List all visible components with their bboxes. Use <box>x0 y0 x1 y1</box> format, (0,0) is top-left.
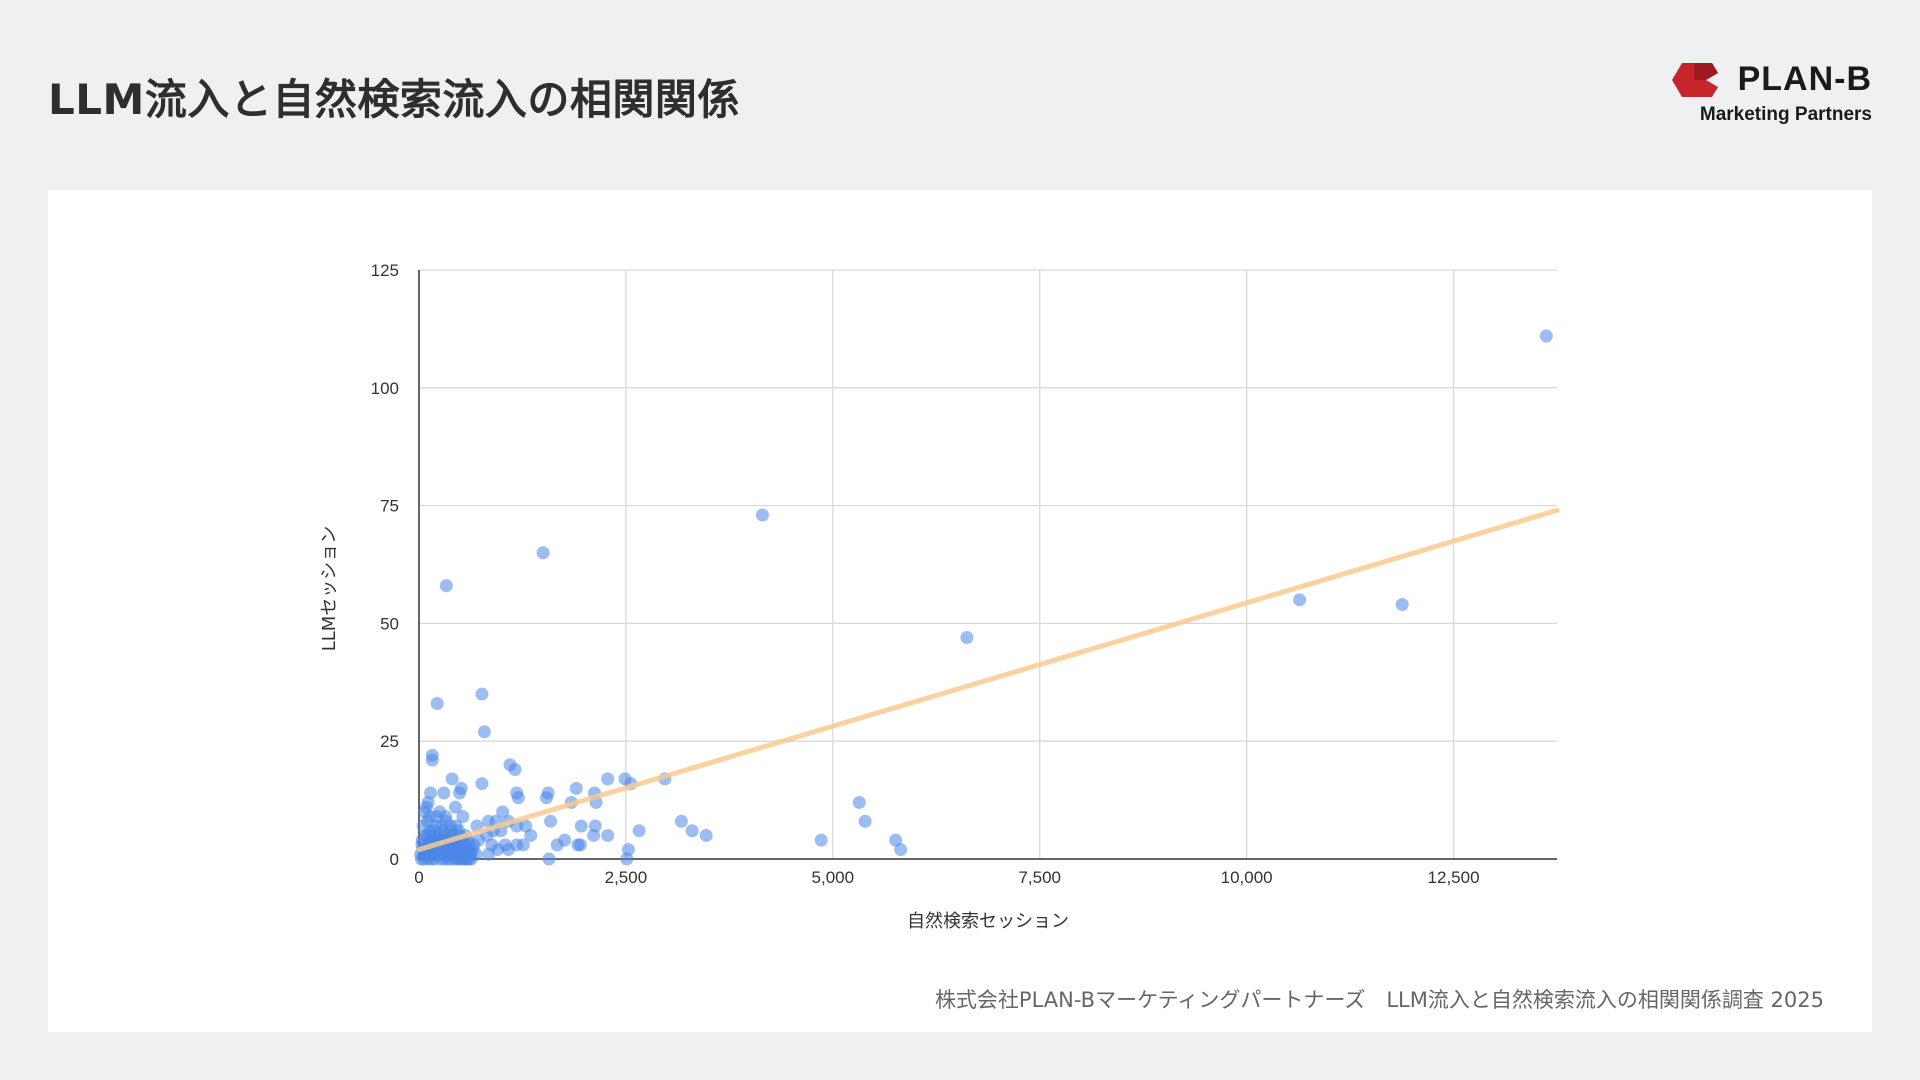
data-point <box>601 772 615 786</box>
data-point <box>453 786 467 800</box>
scatter-chart: 0 25 50 75 100 125 0 2,500 5,000 7,500 10,000 12,50… <box>319 261 1560 932</box>
brand-tagline: Marketing Partners <box>1699 104 1872 125</box>
data-point <box>496 805 510 819</box>
y-axis-title: LLMセッション <box>319 526 340 652</box>
data-point <box>477 725 491 739</box>
data-point <box>1539 329 1553 343</box>
data-point <box>475 777 489 791</box>
x-tick-label: 5,000 <box>812 868 855 887</box>
x-tick-label: 2,500 <box>605 868 648 887</box>
data-point <box>425 753 439 767</box>
brand-name: PLAN-B <box>1737 60 1872 98</box>
data-point <box>511 791 525 805</box>
data-point <box>755 508 769 522</box>
data-point <box>544 814 558 828</box>
x-tick-label: 0 <box>414 868 423 887</box>
brand-logo: PLAN-B Marketing Partners <box>1672 60 1872 132</box>
brand-mark-icon <box>1672 63 1718 97</box>
data-point <box>539 791 553 805</box>
y-tick-label: 0 <box>390 850 399 869</box>
data-point <box>674 814 688 828</box>
data-point <box>601 828 615 842</box>
data-point <box>685 824 699 838</box>
x-axis-title: 自然検索セッション <box>907 911 1069 932</box>
data-point <box>445 772 459 786</box>
page-title: LLM流入と自然検索流入の相関関係 <box>48 75 740 124</box>
data-point <box>508 762 522 776</box>
data-point <box>550 838 564 852</box>
data-point <box>453 852 467 866</box>
x-tick-label: 12,500 <box>1428 868 1480 887</box>
data-point <box>430 697 444 711</box>
data-point <box>482 847 496 861</box>
data-point <box>542 852 556 866</box>
x-tick-label: 10,000 <box>1221 868 1273 887</box>
data-point <box>1395 598 1409 612</box>
chart-card: 0 25 50 75 100 125 0 2,500 5,000 7,500 10,000 12,50… <box>48 190 1872 1032</box>
data-point <box>451 838 465 852</box>
data-point <box>573 838 587 852</box>
data-point <box>632 824 646 838</box>
trendline <box>416 507 1560 853</box>
data-point <box>437 786 451 800</box>
data-point <box>439 579 453 593</box>
y-tick-label: 100 <box>371 379 399 398</box>
data-point <box>421 795 435 809</box>
y-tick-label: 75 <box>380 497 399 516</box>
data-point <box>456 810 470 824</box>
y-tick-label: 25 <box>380 732 399 751</box>
data-point <box>620 852 634 866</box>
data-point <box>475 687 489 701</box>
y-tick-label: 125 <box>371 261 399 280</box>
x-tick-label: 7,500 <box>1018 868 1061 887</box>
data-point <box>574 819 588 833</box>
data-point <box>814 833 828 847</box>
data-point <box>536 546 550 560</box>
data-point <box>1293 593 1307 607</box>
data-point <box>852 795 866 809</box>
data-point <box>858 814 872 828</box>
data-point <box>524 828 538 842</box>
data-point <box>448 800 462 814</box>
data-point <box>587 828 601 842</box>
data-point <box>464 847 478 861</box>
data-point <box>960 631 974 645</box>
data-point <box>699 828 713 842</box>
data-point <box>569 781 583 795</box>
data-point <box>894 843 908 857</box>
source-caption: 株式会社PLAN-Bマーケティングパートナーズ LLM流入と自然検索流入の相関関… <box>934 988 1824 1012</box>
y-tick-label: 50 <box>380 614 399 633</box>
